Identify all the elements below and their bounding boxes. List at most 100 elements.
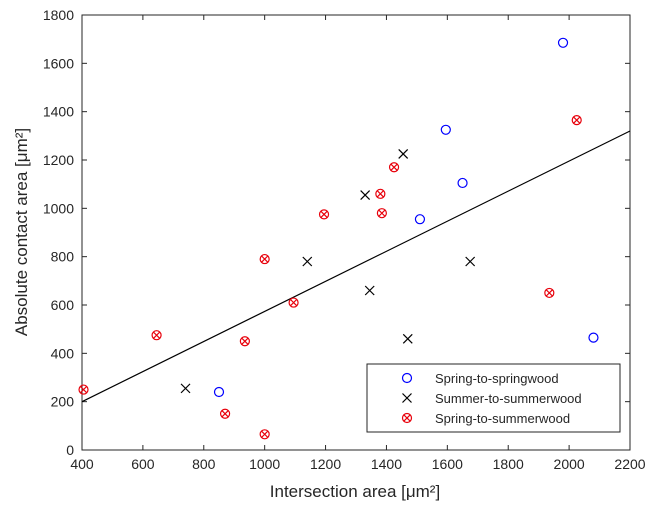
data-point-circle-x-ring xyxy=(318,209,330,220)
data-point-circle-x xyxy=(544,287,555,299)
legend-label: Spring-to-summerwood xyxy=(435,411,570,426)
data-point-circle-x xyxy=(259,253,270,265)
data-point-circle-x xyxy=(376,208,387,219)
data-point-circle-x-ring xyxy=(388,162,400,173)
data-point-circle-x-ring xyxy=(239,336,250,347)
x-tick-label: 600 xyxy=(131,456,155,472)
data-point-x-cross-b xyxy=(302,256,313,267)
legend-marker-circle-ring xyxy=(401,372,413,384)
y-tick-label: 1600 xyxy=(43,55,74,71)
data-point-x xyxy=(402,333,413,344)
data-point-circle-x-cross-b xyxy=(376,190,384,198)
y-tick-label: 1200 xyxy=(43,152,74,168)
legend-label: Summer-to-summerwood xyxy=(435,391,582,406)
data-point-circle-x xyxy=(571,115,582,126)
data-point-circle-ring xyxy=(414,214,426,225)
data-point-circle-x xyxy=(388,162,400,173)
x-tick-label: 2200 xyxy=(614,456,645,472)
x-tick-label: 1800 xyxy=(493,456,524,472)
data-point-circle xyxy=(213,386,225,398)
data-point-x xyxy=(360,190,371,200)
y-tick-label: 400 xyxy=(51,345,75,361)
data-point-circle-x xyxy=(259,429,270,440)
data-point-circle-x xyxy=(219,408,231,419)
x-tick-label: 400 xyxy=(70,456,94,472)
data-point-circle xyxy=(457,177,468,189)
x-tick-label: 800 xyxy=(192,456,216,472)
data-point-circle-x-cross-b xyxy=(241,337,249,345)
data-point-circle-x-cross-b xyxy=(390,163,398,171)
legend-label: Spring-to-springwood xyxy=(435,371,559,386)
data-point-circle-ring xyxy=(213,386,225,398)
data-point-circle xyxy=(557,37,569,48)
data-point-circle-x-ring xyxy=(376,208,387,219)
data-point-circle xyxy=(588,332,599,343)
regression-line xyxy=(81,130,631,403)
data-point-circle-x-ring xyxy=(259,429,270,440)
data-point-circle-ring xyxy=(588,332,599,343)
data-point-circle-x xyxy=(78,384,89,395)
legend-marker-x xyxy=(402,393,412,403)
data-point-circle-x-ring xyxy=(288,297,299,308)
data-point-circle-ring xyxy=(440,124,451,135)
data-point-circle-x-cross-b xyxy=(152,331,161,339)
data-point-circle-x-cross-b xyxy=(545,289,553,297)
legend-marker-circle xyxy=(401,372,413,384)
data-point-circle xyxy=(440,124,451,135)
data-point-x-cross-b xyxy=(402,333,413,344)
x-tick-label: 1000 xyxy=(249,456,280,472)
data-point-circle-x-ring xyxy=(544,287,555,299)
data-point-circle-x xyxy=(151,330,162,341)
legend-marker-x-cross-b xyxy=(402,393,412,403)
data-point-x xyxy=(180,383,191,394)
data-point-circle-x xyxy=(239,336,250,347)
data-point-circle-x-cross-b xyxy=(261,255,269,263)
data-point-circle-x-ring xyxy=(151,330,162,341)
x-tick-label: 2000 xyxy=(554,456,585,472)
y-tick-label: 800 xyxy=(51,249,75,265)
x-tick-label: 1400 xyxy=(371,456,402,472)
data-point-circle-x-cross-b xyxy=(261,430,269,438)
data-point-x-cross-b xyxy=(360,190,371,200)
data-point-circle-x-ring xyxy=(78,384,89,395)
data-point-x-cross-b xyxy=(465,256,476,267)
data-point-circle-x-cross-b xyxy=(79,385,88,394)
data-point-circle-x-cross-b xyxy=(320,210,328,218)
data-point-circle-x-ring xyxy=(259,253,270,265)
y-tick-label: 1000 xyxy=(43,200,74,216)
data-point-circle-x-ring xyxy=(219,408,231,419)
y-tick-label: 200 xyxy=(51,394,75,410)
y-tick-label: 0 xyxy=(66,442,74,458)
data-point-circle-x-cross-b xyxy=(289,298,298,307)
data-point-circle xyxy=(414,214,426,225)
y-tick-label: 1400 xyxy=(43,104,74,120)
data-point-circle-ring xyxy=(557,37,569,48)
data-point-circle-x-cross-b xyxy=(221,410,229,418)
x-axis-label: Intersection area [μm²] xyxy=(270,482,440,501)
plot-area-frame xyxy=(81,14,631,451)
data-point-x xyxy=(364,285,375,296)
data-point-circle-x-cross-b xyxy=(378,209,386,217)
data-point-x xyxy=(398,149,409,159)
data-point-circle-x xyxy=(288,297,299,308)
data-point-circle-x xyxy=(375,188,386,199)
data-point-x-cross-b xyxy=(180,383,191,394)
data-point-circle-ring xyxy=(457,177,468,189)
data-point-circle-x xyxy=(318,209,330,220)
y-tick-label: 1800 xyxy=(43,7,74,23)
data-point-x-cross-b xyxy=(398,149,409,159)
data-point-x xyxy=(302,256,313,267)
data-point-x xyxy=(465,256,476,267)
y-tick-label: 600 xyxy=(51,297,75,313)
legend-marker-circle-x-cross-b xyxy=(403,414,411,422)
y-axis-label: Absolute contact area [μm²] xyxy=(12,128,31,336)
data-point-circle-x-ring xyxy=(375,188,386,199)
legend-marker-circle-x xyxy=(401,412,413,424)
x-tick-label: 1200 xyxy=(310,456,341,472)
data-point-circle-x-cross-b xyxy=(573,116,581,124)
data-point-circle-x-ring xyxy=(571,115,582,126)
x-tick-label: 1600 xyxy=(432,456,463,472)
legend-marker-circle-x-ring xyxy=(401,412,413,424)
